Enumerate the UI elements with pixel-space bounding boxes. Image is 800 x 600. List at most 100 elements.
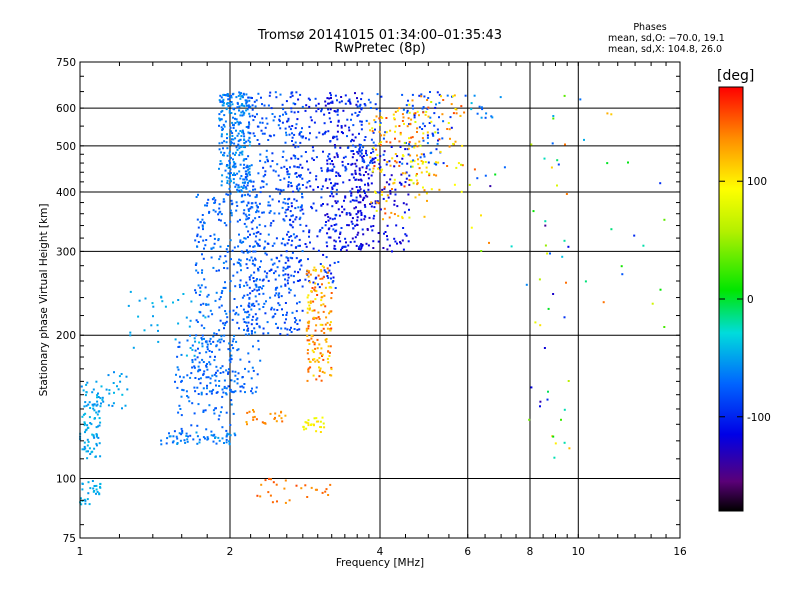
data-point: [367, 164, 370, 167]
data-point: [238, 283, 241, 286]
data-point: [226, 94, 228, 96]
data-point: [397, 214, 400, 217]
data-point: [225, 260, 228, 263]
data-point: [239, 97, 242, 100]
data-point: [327, 169, 330, 172]
data-point: [108, 392, 111, 395]
data-point: [351, 199, 354, 202]
data-point: [374, 128, 376, 131]
data-point: [235, 146, 238, 149]
data-point: [255, 211, 258, 214]
data-point: [340, 100, 343, 103]
data-point: [225, 312, 228, 315]
data-point: [239, 259, 242, 262]
data-point: [336, 124, 339, 127]
data-point: [627, 161, 629, 164]
data-point: [98, 417, 101, 420]
data-point: [254, 105, 257, 108]
data-point: [448, 145, 451, 148]
data-point: [354, 111, 357, 114]
data-point: [380, 170, 383, 173]
data-point: [285, 215, 288, 218]
data-point: [224, 310, 227, 313]
data-point: [392, 182, 395, 185]
x-tick-label: 16: [673, 546, 687, 558]
data-point: [393, 117, 396, 120]
data-point: [329, 236, 332, 239]
data-point: [239, 385, 242, 388]
data-point: [203, 337, 205, 340]
data-point: [264, 252, 267, 255]
data-point: [283, 165, 286, 168]
data-point: [236, 306, 238, 309]
data-point: [174, 380, 176, 383]
data-point: [226, 432, 229, 435]
data-point: [406, 162, 409, 165]
data-point: [422, 161, 425, 163]
data-point: [404, 181, 407, 184]
data-point: [247, 230, 250, 233]
data-point: [218, 348, 221, 351]
data-point: [264, 225, 267, 228]
data-point: [327, 271, 330, 274]
data-point: [306, 352, 309, 355]
data-point: [323, 332, 326, 334]
data-point: [179, 408, 182, 410]
data-point: [308, 281, 311, 284]
data-point: [422, 132, 425, 135]
data-point: [237, 143, 240, 146]
data-point: [83, 405, 86, 408]
data-point: [201, 224, 204, 227]
data-point: [268, 195, 271, 198]
data-point: [275, 322, 277, 325]
data-point: [404, 172, 407, 175]
data-point: [232, 274, 235, 277]
data-point: [342, 156, 345, 159]
data-point: [248, 286, 251, 289]
data-point: [367, 188, 370, 191]
data-point: [298, 328, 301, 331]
data-point: [296, 118, 299, 121]
data-point: [267, 279, 270, 282]
data-point: [232, 138, 235, 141]
data-point: [323, 371, 326, 374]
data-point: [405, 171, 408, 174]
data-point: [234, 174, 237, 176]
data-point: [339, 240, 342, 243]
data-point: [317, 249, 320, 252]
stats-o-mode: mean, sd,O: −70.0, 19.1: [608, 33, 725, 44]
data-point: [305, 327, 308, 330]
data-point: [212, 246, 215, 249]
data-point: [225, 434, 228, 437]
data-point: [286, 257, 289, 260]
data-point: [206, 387, 208, 390]
data-point: [298, 183, 301, 186]
data-point: [430, 188, 433, 191]
chart-subtitle: RwPretec (8p): [334, 41, 426, 56]
data-point: [165, 442, 168, 445]
data-point: [488, 241, 490, 244]
data-point: [426, 142, 429, 145]
data-point: [361, 243, 364, 246]
data-point: [350, 220, 353, 223]
data-point: [311, 146, 314, 149]
data-point: [261, 287, 263, 290]
data-point: [336, 110, 339, 113]
data-point: [224, 281, 226, 284]
data-point: [251, 392, 254, 395]
data-point: [195, 196, 198, 198]
data-point: [305, 245, 308, 248]
data-point: [113, 371, 115, 374]
data-point: [420, 95, 423, 98]
data-point: [226, 133, 228, 136]
data-point: [322, 150, 324, 153]
data-point: [383, 232, 385, 235]
data-point: [345, 212, 348, 214]
data-point: [225, 369, 228, 372]
data-point: [243, 209, 246, 212]
data-point: [368, 216, 371, 219]
data-point: [621, 273, 624, 276]
data-point: [251, 104, 254, 107]
data-point: [290, 244, 293, 247]
data-point: [318, 230, 321, 233]
